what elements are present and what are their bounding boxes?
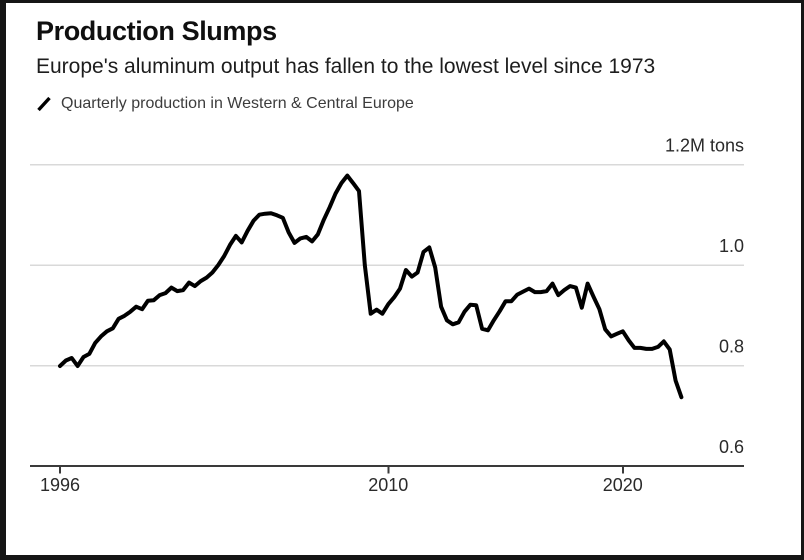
slash-icon-stroke: [37, 96, 51, 112]
slash-icon: [37, 96, 51, 112]
y-tick-label: 0.6: [719, 437, 744, 457]
production-line: [58, 173, 684, 400]
y-tick-label: 1.2M tons: [665, 136, 744, 156]
x-tick-label: 2020: [603, 475, 643, 495]
page-title: Production Slumps: [36, 16, 277, 46]
y-tick-label: 0.8: [719, 337, 744, 357]
chart-subtitle: Europe's aluminum output has fallen to t…: [36, 55, 656, 78]
legend: Quarterly production in Western & Centra…: [36, 95, 414, 113]
x-tick-label: 2010: [368, 475, 408, 495]
x-tick-label: 1996: [40, 475, 80, 495]
y-tick-label: 1.0: [719, 236, 744, 256]
legend-label: Quarterly production in Western & Centra…: [61, 95, 414, 112]
